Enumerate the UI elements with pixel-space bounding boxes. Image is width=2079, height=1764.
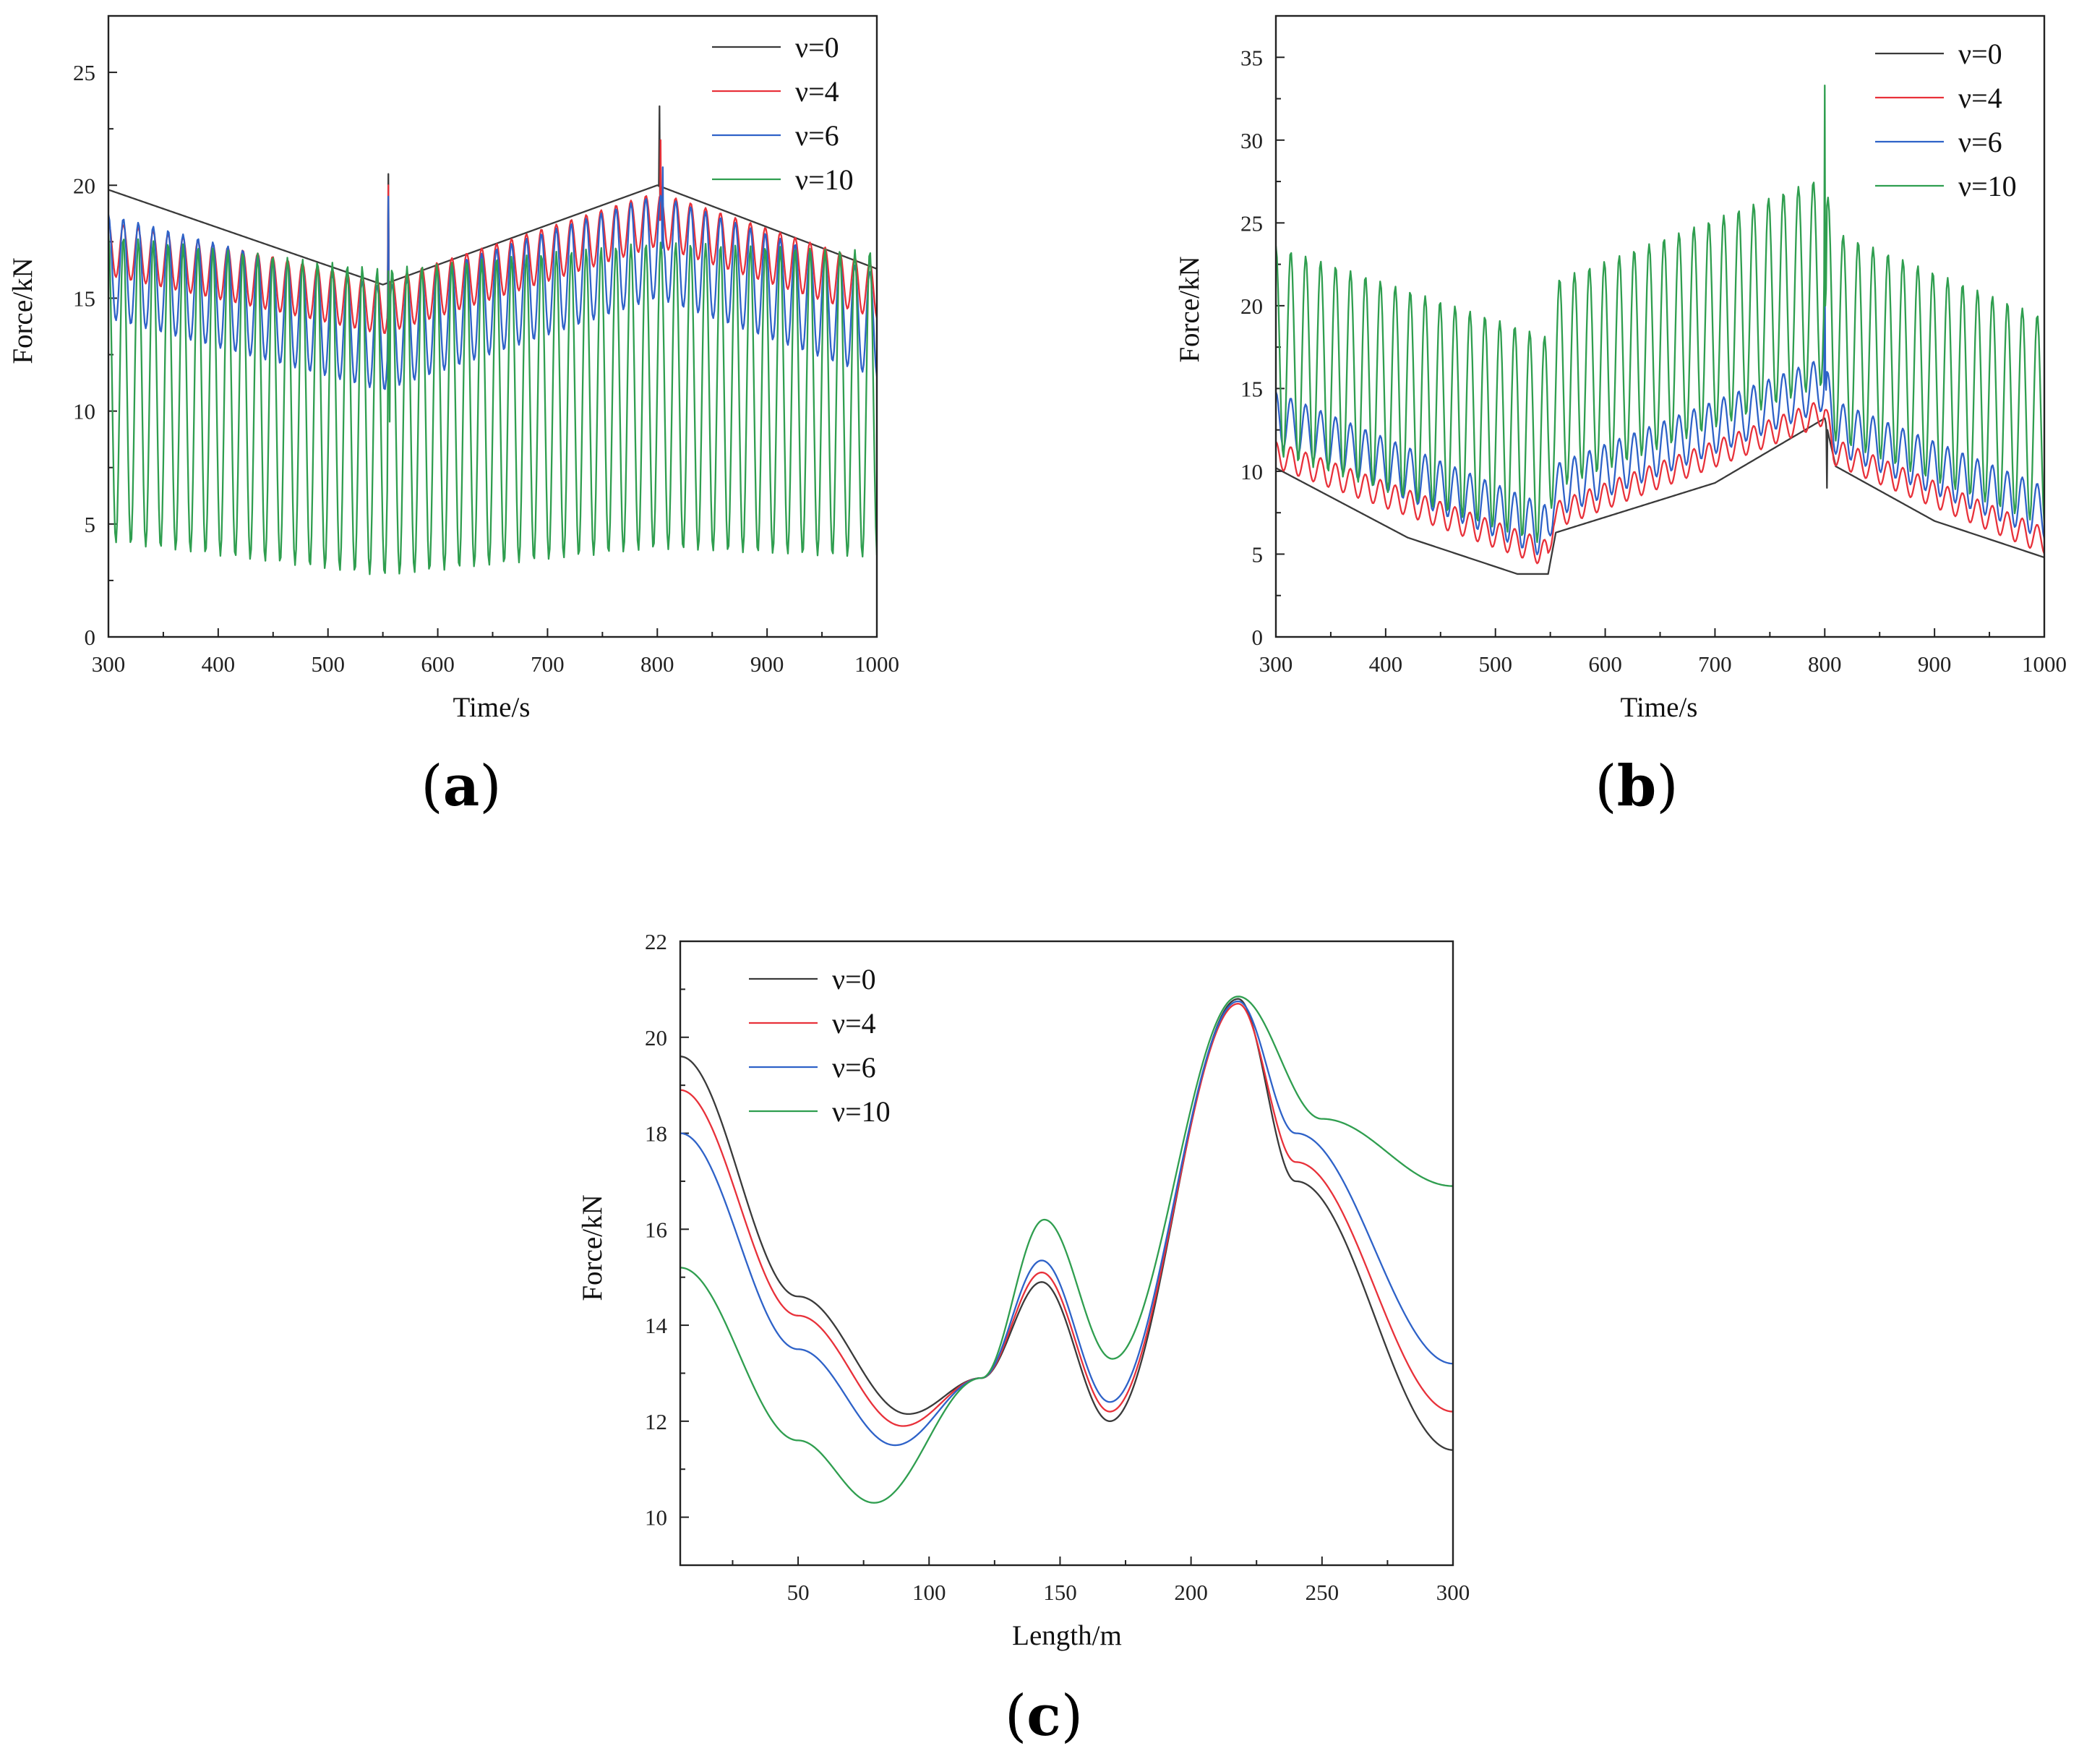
panel-a-x-tick-label-400: 400	[202, 651, 236, 677]
panel-b-legend-label-v10: ν=10	[1958, 170, 2017, 202]
panel-c-x-tick-label-200: 200	[1174, 1580, 1208, 1605]
panel-b-x-axis-title: Time/s	[1621, 692, 1698, 723]
panel-b-plot-area: 300 400 500 600 700 800 900 1000 0 5 10 15 20 25 30 35 ν…	[1240, 14, 2067, 677]
panel-a-label: (a)	[421, 753, 501, 819]
panel-a-series-group	[108, 105, 877, 575]
panel-b-y-axis-title: Force/kN	[1174, 256, 1205, 362]
panel-c-x-tick-label-150: 150	[1043, 1580, 1077, 1605]
panel-b-label: (b)	[1595, 753, 1678, 819]
panel-c-plot-frame	[679, 940, 1454, 1567]
panel-a-chart: 300 400 500 600 700 800 900 10000510152025ν=0ν=…	[7, 14, 899, 819]
panel-b-x-tick-label-1000: 1000	[2022, 651, 2067, 677]
panel-b-series-line-v10	[1276, 85, 2044, 544]
panel-b-x-tick-label-400: 400	[1369, 651, 1403, 677]
panel-b-legend-label-v6: ν=6	[1958, 126, 2002, 158]
panel-a-x-tick-label-500: 500	[311, 651, 345, 677]
panel-a-y-axis-title: Force/kN	[7, 257, 38, 364]
panel-b-plot-frame	[1274, 14, 2046, 638]
panel-b-series-line-v4	[1276, 402, 2044, 565]
panel-b-y-tick-label-30: 30	[1240, 128, 1263, 153]
panel-c-series-line-v6	[680, 1000, 1453, 1447]
panel-b-series-group	[1276, 85, 2044, 575]
panel-c-y-tick-label-10: 10	[645, 1505, 667, 1530]
panel-c-y-tick-label-18: 18	[645, 1121, 667, 1147]
panel-a-y-tick-label-25: 25	[73, 60, 95, 85]
panel-c-series-line-v10	[680, 996, 1453, 1504]
panel-a-legend-label-v6: ν=6	[795, 119, 839, 152]
panel-a-plot-frame	[107, 14, 878, 638]
panel-c-series-line-v0	[680, 998, 1453, 1451]
panel-a-legend-label-v10: ν=10	[795, 163, 854, 196]
panel-a-y-tick-label-20: 20	[73, 173, 95, 198]
panel-c-y-tick-label-16: 16	[645, 1217, 667, 1242]
panel-b-y-tick-label-15: 15	[1240, 376, 1263, 401]
panel-a-x-tick-label-300: 300	[92, 651, 126, 677]
panel-b-series-line-v0	[1276, 417, 2044, 575]
panel-c-x-axis-title: Length/m	[1012, 1620, 1122, 1651]
panel-c-x-tick-label-250: 250	[1306, 1580, 1339, 1605]
panel-a-x-tick-label-600: 600	[421, 651, 455, 677]
panel-c-chart: 50 100 150 200 250 300 10 12 14 16 18 20 22 ν=0 ν=4 ν=6…	[577, 929, 1470, 1749]
panel-a-series-line-v10	[108, 234, 877, 575]
panel-c-y-tick-label-22: 22	[645, 929, 667, 954]
panel-b-legend-label-v4: ν=4	[1958, 82, 2002, 114]
panel-b-y-tick-label-10: 10	[1240, 459, 1263, 484]
panel-b-y-tick-label-35: 35	[1240, 45, 1263, 70]
panel-b-letter: b	[1617, 753, 1657, 819]
panel-c-series-group	[680, 996, 1453, 1504]
panel-c-y-tick-label-14: 14	[645, 1313, 668, 1338]
panel-b-legend: ν=0 ν=4 ν=6 ν=10	[1875, 38, 2017, 202]
panel-a-y-tick-label-5: 5	[85, 512, 96, 537]
panel-b-x-tick-label-600: 600	[1588, 651, 1622, 677]
panel-b-y-tick-label-20: 20	[1240, 294, 1263, 319]
panel-c-label: (c)	[1005, 1683, 1083, 1749]
panel-a-x-tick-label-800: 800	[640, 651, 674, 677]
panel-a-y-tick-label-0: 0	[85, 625, 96, 650]
panel-c-legend-label-v0: ν=0	[832, 963, 876, 996]
panel-b-chart: 300 400 500 600 700 800 900 1000 0 5 10 15 20 25 30 35 ν…	[1174, 14, 2067, 819]
panel-c-x-tick-label-100: 100	[912, 1580, 946, 1605]
panel-b-x-tick-label-300: 300	[1259, 651, 1293, 677]
panel-c-x-tick-label-300: 300	[1436, 1580, 1470, 1605]
panel-a-plot-area: 300 400 500 600 700 800 900 10000510152025ν=0ν=…	[73, 14, 899, 677]
panel-c-legend-label-v10: ν=10	[832, 1095, 891, 1128]
panel-b-legend-label-v0: ν=0	[1958, 38, 2002, 70]
panel-c-y-axis-title: Force/kN	[577, 1194, 608, 1301]
panel-a-series-line-v4	[108, 139, 877, 334]
panel-c-legend: ν=0 ν=4 ν=6 ν=10	[749, 963, 891, 1128]
panel-c-y-tick-label-20: 20	[645, 1025, 667, 1050]
panel-b-x-tick-label-500: 500	[1478, 651, 1512, 677]
panel-c-x-tick-label-50: 50	[787, 1580, 810, 1605]
panel-b-x-tick-label-900: 900	[1918, 651, 1952, 677]
panel-b-y-tick-label-5: 5	[1252, 541, 1264, 567]
panel-a-letter: a	[443, 753, 480, 819]
panel-a-y-tick-label-15: 15	[73, 286, 95, 311]
panel-a-y-tick-label-10: 10	[73, 399, 95, 424]
panel-a-x-tick-label-700: 700	[531, 651, 565, 677]
panel-a-legend-label-v4: ν=4	[795, 75, 839, 108]
panel-a-series-line-v6	[108, 166, 877, 390]
panel-a-x-axis-title: Time/s	[453, 692, 531, 723]
panel-b-series-line-v6	[1276, 255, 2044, 556]
panel-b-x-tick-label-700: 700	[1698, 651, 1732, 677]
panel-b-x-tick-label-800: 800	[1808, 651, 1842, 677]
panel-a-legend-label-v0: ν=0	[795, 31, 839, 64]
panel-c-letter: c	[1026, 1683, 1061, 1749]
panel-c-legend-label-v6: ν=6	[832, 1051, 876, 1084]
panel-a-x-tick-label-900: 900	[750, 651, 784, 677]
panel-a-x-tick-label-1000: 1000	[854, 651, 899, 677]
panel-c-plot-area: 50 100 150 200 250 300 10 12 14 16 18 20 22 ν=0 ν=4 ν=6…	[645, 929, 1470, 1605]
panel-a-legend: ν=0 ν=4 ν=6 ν=10	[712, 31, 854, 196]
panel-c-y-tick-label-12: 12	[645, 1409, 667, 1434]
panel-c-legend-label-v4: ν=4	[832, 1007, 876, 1040]
panel-c-series-line-v4	[680, 1003, 1453, 1427]
panel-b-y-tick-label-0: 0	[1252, 625, 1264, 650]
panel-b-y-tick-label-25: 25	[1240, 210, 1263, 236]
panel-a-series-line-v0	[108, 105, 877, 304]
